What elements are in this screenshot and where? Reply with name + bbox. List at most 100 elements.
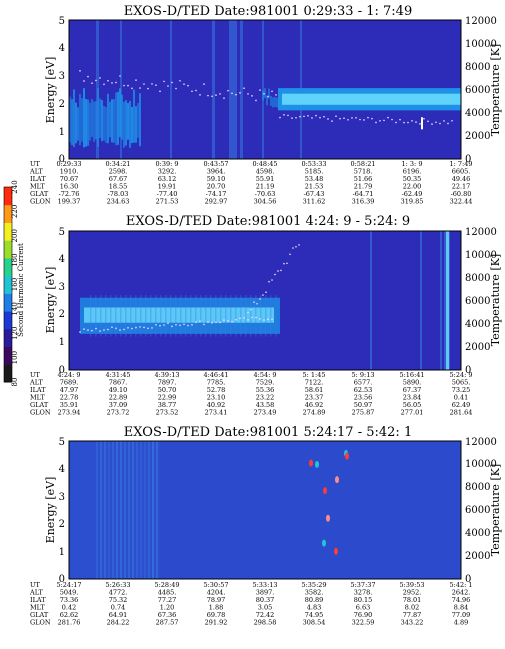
temperature-point (327, 118, 329, 120)
panel-2-y2label: Temperature [K] (489, 254, 502, 346)
temperature-point (175, 87, 177, 90)
spectrogram-cell (105, 106, 107, 143)
spectrogram-cell (75, 102, 77, 144)
ephemeris-value: 322.44 (450, 198, 473, 206)
ephemeris-value: 0:48:45 (252, 160, 277, 168)
y2-tick: 12000 (465, 437, 497, 448)
temperature-point (79, 331, 81, 333)
ephemeris-value: 22.89 (109, 394, 128, 402)
spectrogram-stripe (275, 294, 277, 337)
ephemeris-value: 35.91 (60, 401, 79, 409)
ephemeris-value: 6605. (452, 168, 471, 176)
temperature-point (151, 83, 153, 85)
ephemeris-value: 80.15 (354, 596, 373, 604)
spectrogram-stripe (120, 441, 122, 579)
panel-2-spectrogram (79, 231, 450, 370)
ephemeris-value: 5:42: 1 (450, 581, 473, 589)
ephemeris-value: 47.97 (60, 386, 79, 394)
y2-tick: 12000 (465, 227, 497, 238)
spectrogram-cell (69, 96, 71, 143)
ephemeris-value: 8.02 (405, 604, 419, 612)
temperature-point (103, 329, 105, 331)
temperature-point (275, 94, 277, 96)
temperature-point (95, 79, 97, 82)
ephemeris-value: 271.53 (156, 198, 179, 206)
ephemeris-value: 5:35:29 (301, 581, 326, 589)
temperature-point (143, 83, 145, 85)
y-tick: 0 (59, 365, 65, 376)
spectrogram-stripe (120, 294, 122, 337)
spectrogram-cell (127, 103, 129, 140)
y2-tick: 12000 (465, 16, 497, 27)
temperature-point (277, 270, 279, 272)
temperature-point (298, 244, 300, 246)
spectrogram-cell (272, 97, 274, 108)
spectrogram-stripe (104, 441, 106, 579)
spectrogram-spot (335, 476, 339, 484)
ephemeris-value: 322.59 (352, 619, 375, 627)
temperature-point (295, 245, 297, 248)
spectrogram-stripe (140, 294, 142, 337)
ephemeris-value: 3292. (158, 168, 177, 176)
temperature-point (371, 117, 373, 120)
temperature-point (155, 323, 157, 326)
panel-3-y2ticks: 0 2000 4000 6000 8000 10000 12000 (465, 437, 497, 585)
temperature-point (171, 81, 173, 84)
ephemeris-value: 77.87 (403, 611, 422, 619)
spectrogram-stripe (240, 294, 242, 337)
ephemeris-row-label: ILAT (30, 175, 46, 183)
temperature-point (107, 328, 109, 331)
spectrogram-stripe (420, 231, 422, 370)
ephemeris-value: 4772. (109, 589, 128, 597)
temperature-point (283, 114, 285, 116)
ephemeris-value: 78.97 (207, 596, 226, 604)
spectrogram-cell (131, 106, 133, 143)
panel-3-yticks: 0 1 2 3 4 5 (59, 437, 65, 585)
panel-3: EXOS-D/TED Date:981001 5:24:17 - 5:42: 1… (29, 425, 502, 627)
temperature-point (223, 319, 225, 321)
spectrogram-cell (119, 88, 121, 138)
temperature-point (195, 321, 197, 323)
ephemeris-value: 0:29:33 (56, 160, 81, 168)
spectrogram-cell (274, 96, 276, 107)
spectrogram-cell (93, 101, 95, 142)
ephemeris-value: 6196. (403, 168, 422, 176)
spectrogram-cell (276, 97, 278, 108)
ephemeris-row-label: GLAT (30, 190, 49, 198)
spectrogram-cell (85, 99, 87, 147)
ephemeris-value: 0.74 (111, 604, 125, 612)
temperature-point (131, 87, 133, 90)
ephemeris-value: 7785. (207, 379, 226, 387)
y-tick: 4 (59, 43, 65, 54)
spectrogram-stripe (190, 294, 192, 337)
temperature-point (155, 84, 157, 87)
ephemeris-row-label: UT (30, 371, 40, 379)
temperature-point (215, 94, 217, 96)
spectrogram-stripe (100, 294, 102, 337)
spectrogram-spot (323, 487, 327, 495)
ephemeris-value: 4204. (207, 589, 226, 597)
spectrogram-stripe (105, 294, 107, 337)
spectrogram-stripe (115, 294, 117, 337)
temperature-point (335, 115, 337, 118)
temperature-point (280, 269, 282, 272)
temperature-point (107, 79, 109, 82)
spectrogram-spot (334, 547, 338, 555)
temperature-point (367, 116, 369, 119)
ephemeris-value: 4485. (158, 589, 177, 597)
panel-1-yticks: 0 1 2 3 4 5 (59, 16, 65, 165)
temperature-point (115, 327, 117, 330)
ephemeris-value: 7529. (256, 379, 275, 387)
spectrogram-stripe (130, 294, 132, 337)
ephemeris-value: 56.05 (403, 401, 422, 409)
ephemeris-value: 62.62 (60, 611, 79, 619)
y2-tick: 4000 (465, 528, 490, 539)
y2-tick: 0 (465, 574, 471, 585)
spectrogram-stripe (95, 294, 97, 337)
ephemeris-value: 53.48 (305, 175, 324, 183)
spectrogram-stripe (150, 294, 152, 337)
y-tick: 1 (59, 337, 65, 348)
spectrogram-cell (137, 103, 139, 138)
y2-tick: 10000 (465, 459, 497, 470)
colorbar-label: Second Harmonic Current (17, 243, 25, 337)
